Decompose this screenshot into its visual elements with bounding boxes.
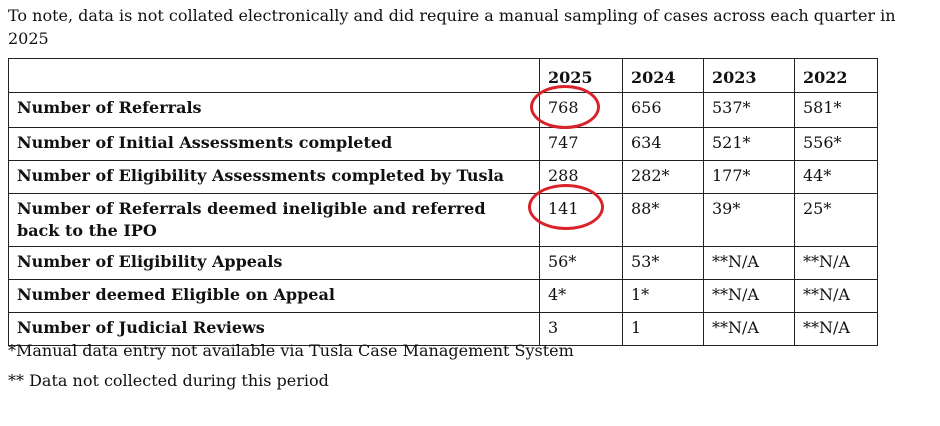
table-cell: 4* <box>539 279 623 313</box>
table-cell: 88* <box>622 193 704 247</box>
row-label: Number of Referrals deemed ineligible an… <box>8 193 540 247</box>
table-cell-highlighted: 768 <box>530 85 623 129</box>
intro-text: To note, data is not collated electronic… <box>8 6 896 48</box>
table-row: Number of Referrals 768 656 537* 581* <box>8 85 878 129</box>
table-cell: **N/A <box>703 279 795 313</box>
table-cell: 288 <box>539 160 623 194</box>
statistics-table: 2025 2024 2023 2022 Number of Referrals … <box>8 58 878 346</box>
header-2025: 2025 <box>539 58 623 93</box>
table-cell: 581* <box>794 92 878 128</box>
footnote-not-collected: ** Data not collected during this period <box>8 371 329 390</box>
row-label: Number of Eligibility Appeals <box>8 246 540 280</box>
table-cell: 44* <box>794 160 878 194</box>
row-label: Number of Initial Assessments completed <box>8 127 540 161</box>
row-label: Number of Eligibility Assessments comple… <box>8 160 540 194</box>
table-cell: 656 <box>622 92 704 128</box>
table-cell-highlighted: 141 <box>528 184 623 247</box>
table-cell: **N/A <box>794 312 878 346</box>
table-cell: 1* <box>622 279 704 313</box>
table-cell: **N/A <box>794 246 878 280</box>
table-cell: 747 <box>539 127 623 161</box>
cell-value: 768 <box>548 98 579 117</box>
footnote-manual-entry: *Manual data entry not available via Tus… <box>8 341 574 360</box>
table-row: Number deemed Eligible on Appeal 4* 1* *… <box>8 279 878 313</box>
table-cell: 25* <box>794 193 878 247</box>
table-cell: 3 <box>539 312 623 346</box>
cell-value: 141 <box>548 199 579 218</box>
table-cell: 1 <box>622 312 704 346</box>
table-cell: 537* <box>703 92 795 128</box>
table-row: Number of Judicial Reviews 3 1 **N/A **N… <box>8 312 878 346</box>
table-row: Number of Referrals deemed ineligible an… <box>8 184 878 247</box>
table-cell: **N/A <box>703 312 795 346</box>
table-cell: 53* <box>622 246 704 280</box>
row-label: Number deemed Eligible on Appeal <box>8 279 540 313</box>
table-row: Number of Eligibility Appeals 56* 53* **… <box>8 246 878 280</box>
table-cell: 177* <box>703 160 795 194</box>
table-cell: 282* <box>622 160 704 194</box>
table-cell: 521* <box>703 127 795 161</box>
table-cell: **N/A <box>794 279 878 313</box>
table-cell: 556* <box>794 127 878 161</box>
table-cell: 634 <box>622 127 704 161</box>
header-2022: 2022 <box>794 58 878 93</box>
header-row: 2025 2024 2023 2022 <box>8 58 878 93</box>
table-cell: 56* <box>539 246 623 280</box>
header-blank <box>8 58 540 93</box>
table-row: Number of Initial Assessments completed … <box>8 127 878 161</box>
row-label: Number of Referrals <box>8 92 540 128</box>
row-label: Number of Judicial Reviews <box>8 312 540 346</box>
table-cell: 39* <box>703 193 795 247</box>
table-row: Number of Eligibility Assessments comple… <box>8 160 878 194</box>
table-cell: **N/A <box>703 246 795 280</box>
header-2023: 2023 <box>703 58 795 93</box>
header-2024: 2024 <box>622 58 704 93</box>
